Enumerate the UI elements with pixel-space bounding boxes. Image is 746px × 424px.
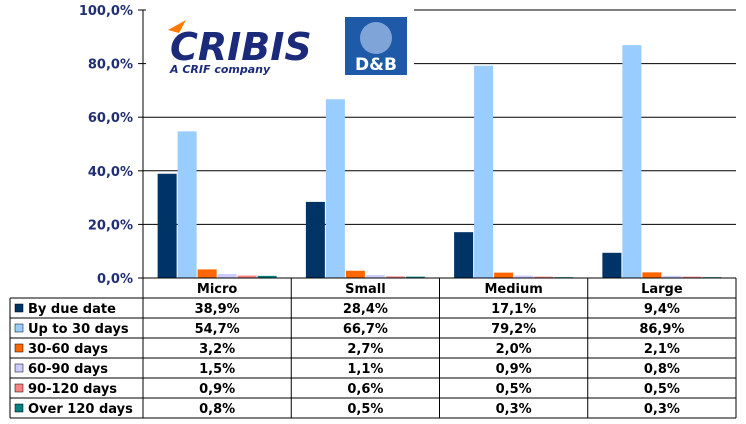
- y-axis-tick-labels: 100,0% 80,0% 60,0% 40,0% 20,0% 0,0%: [79, 4, 133, 287]
- bar: [454, 232, 474, 278]
- data-label: 2,0%: [496, 342, 532, 357]
- bar: [642, 272, 662, 278]
- legend-label: 30-60 days: [28, 342, 108, 357]
- data-label: 79,2%: [491, 322, 536, 337]
- data-label: 28,4%: [343, 302, 388, 317]
- bar: [217, 273, 237, 278]
- data-label: 66,7%: [343, 322, 388, 337]
- bar: [682, 276, 702, 278]
- legend-label: 60-90 days: [28, 362, 108, 377]
- data-label: 86,9%: [639, 322, 684, 337]
- y-tick-label: 80,0%: [88, 58, 133, 73]
- data-label: 9,4%: [644, 302, 680, 317]
- data-label: 2,1%: [644, 342, 680, 357]
- legend-swatch: [14, 383, 24, 393]
- cribis-swoosh-icon: [168, 20, 186, 33]
- bar: [177, 131, 197, 278]
- bar: [662, 275, 682, 278]
- data-label: 1,5%: [199, 362, 235, 377]
- bar: [385, 276, 405, 278]
- y-tick-label: 60,0%: [88, 111, 133, 126]
- dnb-logo-text: D&B: [355, 55, 397, 75]
- data-label: 0,8%: [644, 362, 680, 377]
- x-category-label: Medium: [484, 282, 542, 297]
- y-tick-label: 0,0%: [97, 272, 133, 287]
- data-label: 0,5%: [347, 402, 383, 417]
- data-label: 0,5%: [496, 382, 532, 397]
- data-label: 0,3%: [496, 402, 532, 417]
- bar: [514, 275, 534, 278]
- legend-swatch: [14, 403, 24, 413]
- data-label: 0,3%: [644, 402, 680, 417]
- bar: [474, 65, 494, 278]
- data-label: 2,7%: [347, 342, 383, 357]
- y-tick-label: 40,0%: [88, 165, 133, 180]
- data-label: 0,9%: [199, 382, 235, 397]
- bar: [157, 173, 177, 278]
- data-label: 0,5%: [644, 382, 680, 397]
- data-label: 1,1%: [347, 362, 383, 377]
- data-label: 0,8%: [199, 402, 235, 417]
- bar: [494, 272, 514, 278]
- data-label: 38,9%: [195, 302, 240, 317]
- bar: [257, 275, 277, 278]
- x-category-label: Small: [345, 282, 386, 297]
- cribis-logo-text: CRIBIS: [170, 25, 312, 69]
- legend-swatch: [14, 343, 24, 353]
- data-label: 54,7%: [195, 322, 240, 337]
- dnb-logo: D&B: [345, 17, 407, 75]
- legend-swatch: [14, 323, 24, 333]
- x-category-label: Micro: [197, 282, 238, 297]
- bar: [534, 276, 554, 278]
- bar: [365, 275, 385, 278]
- logo-area: CRIBIS A CRIF company D&B: [146, 2, 414, 90]
- bars: [157, 45, 722, 278]
- data-label: 3,2%: [199, 342, 235, 357]
- bar: [622, 45, 642, 278]
- bar: [305, 201, 325, 278]
- legend-swatch: [14, 363, 24, 373]
- y-tick-label: 20,0%: [88, 218, 133, 233]
- cribis-logo: CRIBIS A CRIF company: [168, 20, 312, 76]
- legend-label: Over 120 days: [28, 402, 133, 417]
- data-label: 0,6%: [347, 382, 383, 397]
- dnb-starburst-icon: [360, 22, 392, 54]
- y-tick-label: 100,0%: [79, 4, 133, 19]
- cribis-tagline: A CRIF company: [169, 63, 271, 76]
- x-category-label: Large: [641, 282, 683, 297]
- data-label: 0,9%: [496, 362, 532, 377]
- bar: [197, 269, 217, 278]
- bar: [345, 270, 365, 278]
- legend-label: By due date: [28, 302, 116, 317]
- legend-swatch: [14, 303, 24, 313]
- bar: [325, 99, 345, 278]
- data-label: 17,1%: [491, 302, 536, 317]
- legend-label: Up to 30 days: [28, 322, 129, 337]
- bar: [602, 252, 622, 278]
- bar: [405, 276, 425, 278]
- legend-label: 90-120 days: [28, 382, 117, 397]
- bar: [237, 275, 257, 278]
- data-table: Micro Small Medium Large By due date 38,9% 28,…: [9, 277, 737, 419]
